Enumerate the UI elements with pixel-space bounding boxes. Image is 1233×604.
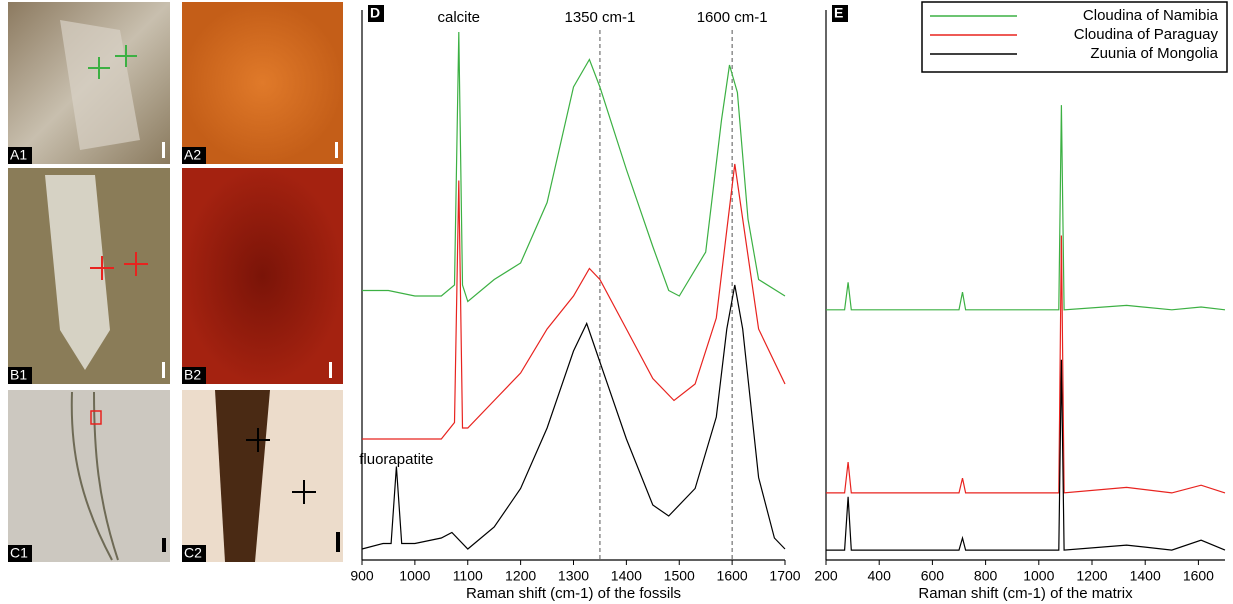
panel-label: A1 [10, 147, 27, 163]
x-tick-label: 1300 [558, 568, 589, 584]
x-tick-label: 1500 [664, 568, 695, 584]
x-tick-label: 1000 [399, 568, 430, 584]
x-tick-label: 400 [868, 568, 892, 584]
x-tick-label: 1400 [611, 568, 642, 584]
legend-box [921, 1, 1228, 73]
spectrum-line [826, 359, 1226, 551]
annotation: fluorapatite [359, 451, 433, 468]
x-tick-label: 1100 [453, 568, 483, 584]
annotation: calcite [437, 9, 480, 26]
panel-labels: A1 A2 B1 B2 C1 C2 [8, 147, 206, 562]
marker [90, 410, 102, 425]
panel-label-bg [8, 545, 32, 562]
panel-label-bg [8, 367, 32, 384]
panel-label-bg [368, 5, 384, 22]
panel-label-bg [8, 147, 32, 164]
x-tick-label: 900 [350, 568, 374, 584]
scale-bars [162, 142, 338, 378]
panel-label: C2 [184, 545, 202, 561]
panel-label: D [370, 5, 380, 21]
annotation: 1350 cm-1 [565, 9, 636, 26]
x-axis-label: Raman shift (cm-1) of the fossils [466, 585, 681, 602]
spectrum-line [362, 163, 786, 440]
panel-label: B1 [10, 367, 27, 383]
fossil-shape [60, 20, 140, 150]
crosshairs [246, 428, 316, 504]
spectrum-line [361, 284, 786, 550]
photo-a2 [182, 2, 343, 164]
photo-c1 [8, 390, 170, 562]
legend-label: Cloudina of Paraguay [1074, 26, 1219, 43]
x-tick-label: 1000 [1023, 568, 1054, 584]
legend-label: Cloudina of Namibia [1083, 7, 1219, 24]
panel-label: A2 [184, 147, 201, 163]
annotation: 1600 cm-1 [697, 9, 768, 26]
panel-label: B2 [184, 367, 201, 383]
x-tick-label: 1600 [717, 568, 748, 584]
crosshairs [88, 45, 137, 79]
panel-label: C1 [10, 545, 28, 561]
panel-label-bg [182, 367, 206, 384]
panel-label-bg [182, 545, 206, 562]
panel-label-bg [832, 5, 848, 22]
x-tick-label: 1600 [1183, 568, 1214, 584]
x-tick-label: 1200 [505, 568, 536, 584]
panel-label-bg [182, 147, 206, 164]
x-tick-label: 1400 [1130, 568, 1161, 584]
spectrum-line [826, 105, 1226, 311]
spectrum-line [362, 31, 786, 303]
x-tick-label: 200 [814, 568, 838, 584]
photo-b2 [182, 168, 343, 384]
scale-bars [162, 532, 340, 552]
fossil-shape [215, 390, 270, 562]
legend-label: Zuunia of Mongolia [1090, 45, 1218, 62]
fossil-wall [70, 391, 113, 561]
x-tick-label: 600 [921, 568, 945, 584]
panel-label: E [834, 5, 843, 21]
x-axis-label: Raman shift (cm-1) of the matrix [918, 585, 1133, 602]
charts: 900 1000 1100 1200 1300 1400 1500 1600 1700 Raman… [350, 1, 1228, 602]
spectrum-line [826, 235, 1226, 494]
fossil-wall [93, 391, 119, 561]
x-tick-label: 1200 [1076, 568, 1107, 584]
x-tick-label: 800 [974, 568, 998, 584]
photo-panels [8, 2, 343, 562]
x-tick-label: 1700 [769, 568, 800, 584]
fossil-shape [45, 175, 110, 370]
crosshairs [90, 252, 148, 280]
